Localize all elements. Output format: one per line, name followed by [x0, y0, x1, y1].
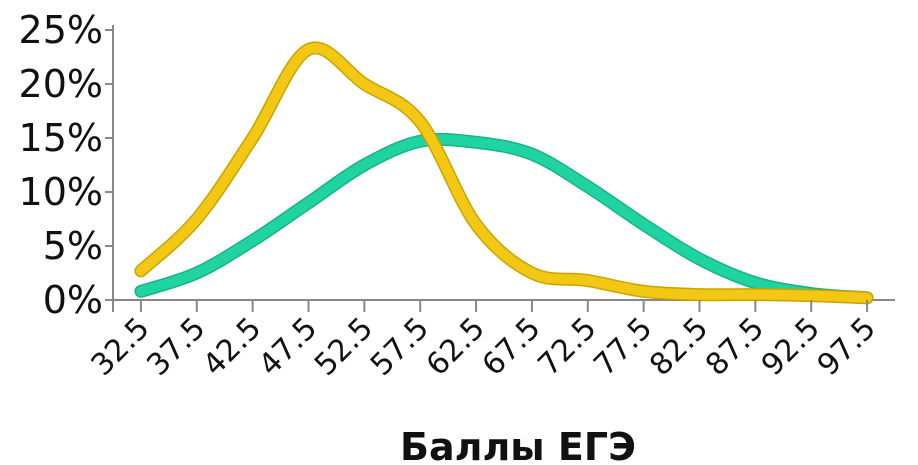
y-tick-label: 15% [19, 116, 103, 160]
y-tick-label: 10% [19, 170, 103, 214]
x-tick-label: 97.5 [811, 311, 883, 383]
x-tick-label: 62.5 [420, 311, 492, 383]
x-tick-label: 67.5 [476, 311, 548, 383]
y-tick-label: 20% [19, 62, 103, 106]
x-tick-label: 92.5 [755, 311, 827, 383]
y-axis-ticks: 0% 5% 10% 15% 20% 25% [19, 8, 113, 322]
x-tick-label: 82.5 [643, 311, 715, 383]
series-line [135, 42, 873, 303]
x-axis-title: Баллы ЕГЭ [400, 425, 636, 465]
x-tick-label: 77.5 [587, 311, 659, 383]
x-tick-label: 57.5 [364, 311, 436, 383]
x-tick-label: 47.5 [252, 311, 324, 383]
series-lines [134, 41, 874, 305]
x-axis-ticks: 32.537.542.547.552.557.562.567.572.577.5… [85, 300, 883, 383]
x-tick-label: 52.5 [308, 311, 380, 383]
y-tick-label: 0% [43, 278, 103, 322]
x-tick-label: 87.5 [699, 311, 771, 383]
x-tick-label: 37.5 [140, 311, 212, 383]
x-tick-label: 42.5 [196, 311, 268, 383]
series-line [135, 134, 873, 303]
y-tick-label: 5% [43, 224, 103, 268]
y-tick-label: 25% [19, 8, 103, 52]
x-tick-label: 72.5 [531, 311, 603, 383]
series-line-outline [134, 132, 874, 305]
